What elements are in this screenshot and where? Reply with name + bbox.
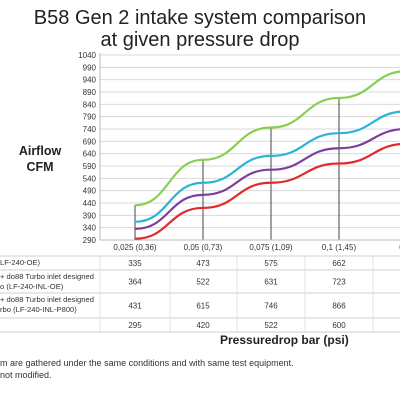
- y-tick-label: 640: [83, 150, 97, 159]
- footnotes: m are gathered under the same conditions…: [0, 357, 294, 381]
- series-line-1: [134, 110, 400, 223]
- y-tick-label: 790: [83, 113, 97, 122]
- table-cell: 631: [264, 278, 278, 287]
- x-axis-label: Pressuredrop bar (psi): [220, 333, 349, 347]
- legend-entry-2: rbo (LF-240-INL-P800): [0, 305, 77, 314]
- y-tick-label: 340: [83, 224, 97, 233]
- table-cell: 575: [264, 259, 278, 268]
- x-tick-label: 0,05 (0,73): [184, 243, 223, 252]
- legend-entry-0: LF-240-OE): [0, 258, 41, 267]
- y-tick-label: 390: [83, 211, 97, 220]
- y-tick-label: 740: [83, 125, 97, 134]
- table-cell: 420: [196, 321, 210, 330]
- table-cell: 522: [196, 278, 210, 287]
- y-tick-label: 440: [83, 199, 97, 208]
- table-cell: 600: [332, 321, 346, 330]
- y-axis-label-line2: CFM: [26, 160, 54, 174]
- table-cell: 295: [128, 321, 142, 330]
- chart-title-line1: B58 Gen 2 intake system comparison: [33, 7, 367, 29]
- legend-entry-1: + do88 Turbo inlet designed: [0, 272, 94, 281]
- y-tick-label: 940: [83, 76, 97, 85]
- table-cell: 473: [196, 259, 210, 268]
- y-tick-label: 540: [83, 174, 97, 183]
- legend-entry-2: + do88 Turbo inlet designed: [0, 295, 94, 304]
- chart-title-line2: at given pressure drop: [100, 29, 300, 51]
- series-line-0: [134, 128, 400, 230]
- y-tick-label: 490: [83, 187, 97, 196]
- y-tick-label: 690: [83, 137, 97, 146]
- footnote-line2: not modified.: [0, 370, 52, 380]
- y-tick-label: 1040: [78, 51, 96, 60]
- table-cell: 615: [196, 302, 210, 311]
- table-cell: 364: [128, 278, 142, 287]
- series-line-3: [134, 143, 400, 240]
- x-tick-label: 0,025 (0,36): [113, 243, 156, 252]
- y-tick-label: 840: [83, 100, 97, 109]
- table-cell: 335: [128, 259, 142, 268]
- y-axis-label-line1: Airflow: [18, 144, 62, 158]
- y-tick-label: 990: [83, 63, 97, 72]
- x-tick-label: 0,1 (1,45): [322, 243, 357, 252]
- table-cell: 723: [332, 278, 346, 287]
- y-tick-label: 890: [83, 88, 97, 97]
- table-cell: 746: [264, 302, 278, 311]
- legend-entry-1: o (LF-240-INL-OE): [0, 282, 64, 291]
- series-line-2: [134, 70, 400, 207]
- x-tick-label: 0,075 (1,09): [249, 243, 292, 252]
- table-cell: 431: [128, 302, 142, 311]
- table-cell: 522: [264, 321, 278, 330]
- y-tick-label: 590: [83, 162, 97, 171]
- footnote-line1: m are gathered under the same conditions…: [0, 358, 294, 368]
- table-cell: 866: [332, 302, 346, 311]
- table-cell: 662: [332, 259, 346, 268]
- y-axis-label: Airflow CFM: [10, 143, 70, 175]
- y-tick-label: 290: [83, 236, 97, 245]
